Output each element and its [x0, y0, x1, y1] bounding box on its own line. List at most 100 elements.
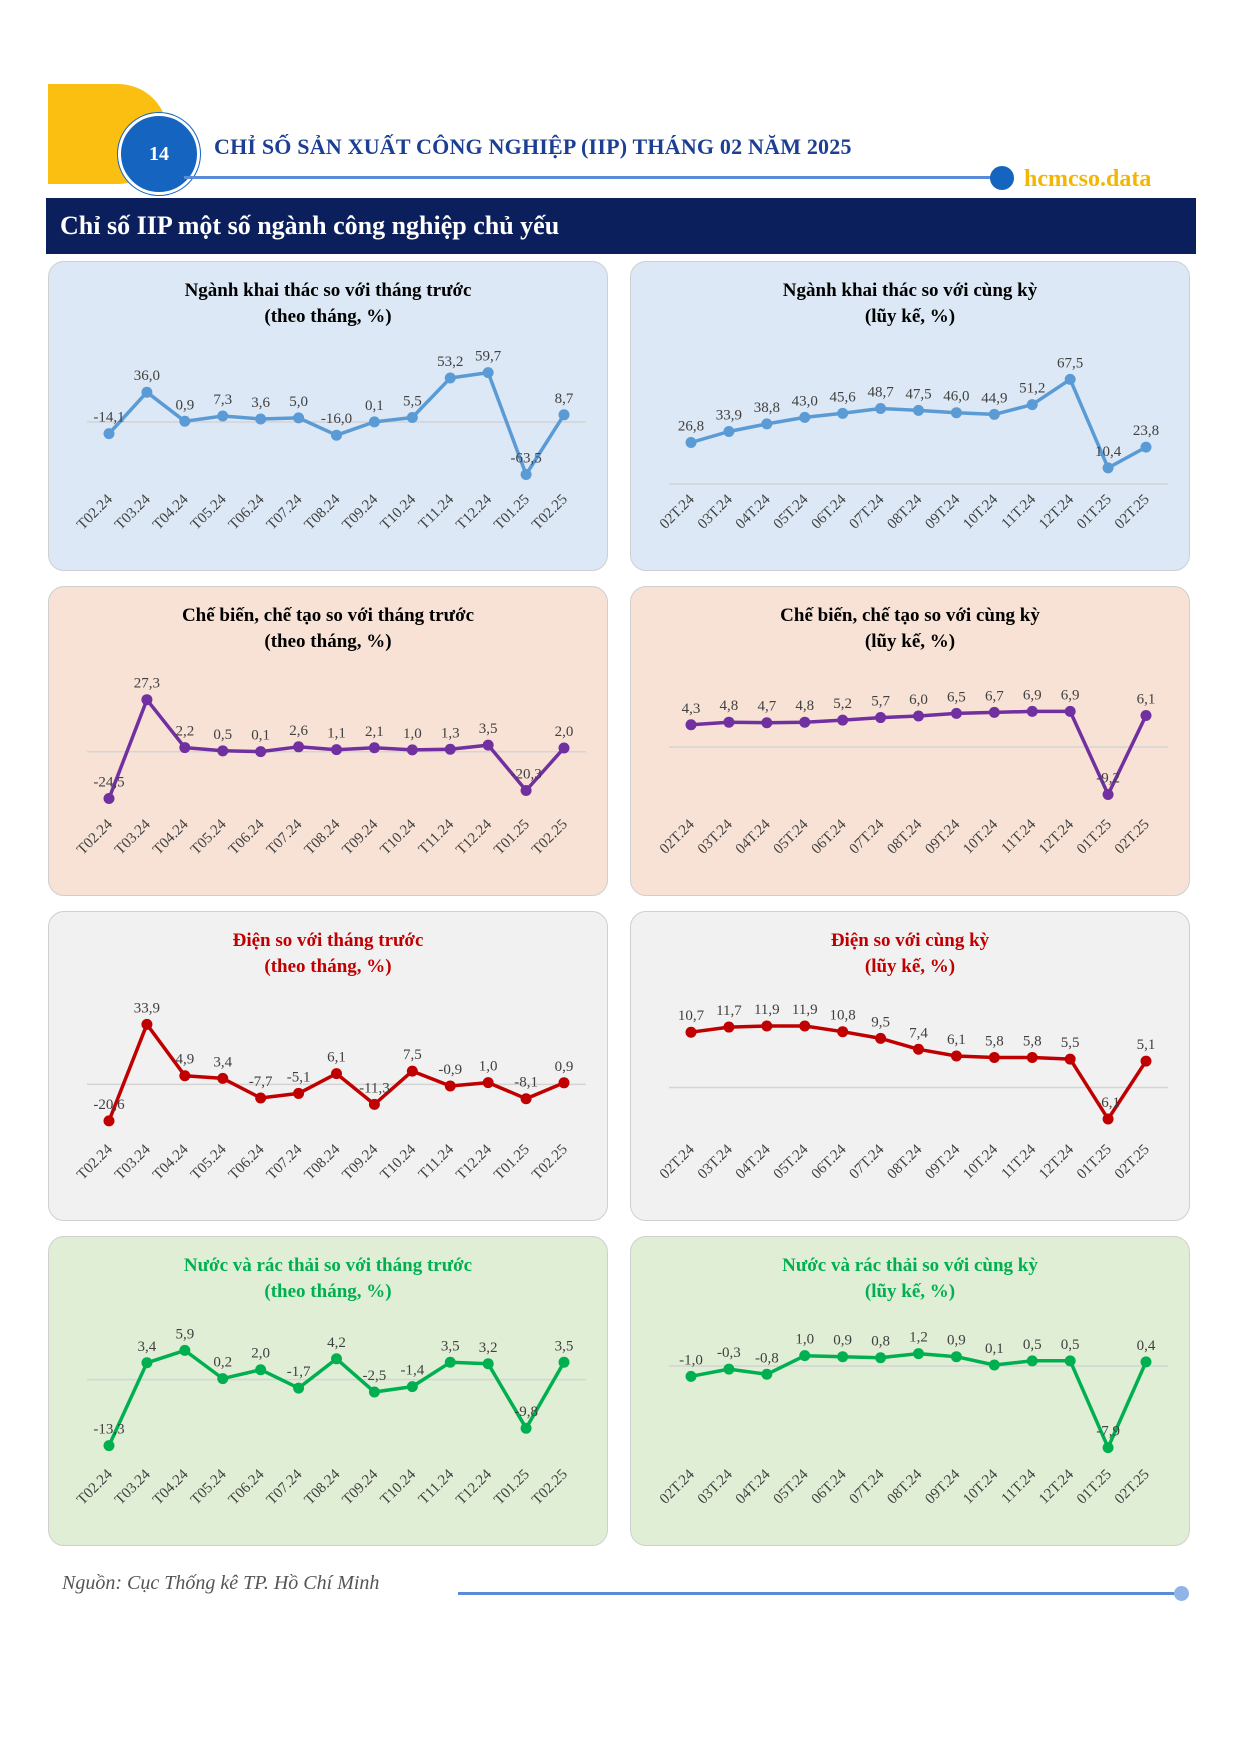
data-point [875, 712, 887, 724]
data-point [179, 1070, 191, 1082]
x-tick-label: 06T.24 [809, 816, 850, 857]
x-tick-label: 02T.25 [1112, 1467, 1153, 1508]
x-tick-label: T04.24 [150, 1466, 192, 1508]
data-point [988, 1052, 1000, 1064]
chart-title: Ngành khai thác so với cùng kỳ (lũy kế, … [631, 278, 1189, 330]
x-tick-label: 11T.24 [999, 1141, 1040, 1182]
data-point [368, 742, 380, 754]
x-tick-label: 07T.24 [847, 491, 888, 532]
data-point [406, 1381, 418, 1393]
data-label: 10,7 [678, 1008, 705, 1024]
x-tick-label: T11.24 [416, 1141, 458, 1183]
data-point [875, 1032, 887, 1044]
data-label: 0,8 [871, 1334, 890, 1350]
chart-panel-water-waste-mom: -13,3 T02.24 3,4 T03.24 5,9 T04.24 0,2 T05.24 2,… [48, 1236, 608, 1546]
data-label: 4,8 [720, 698, 739, 714]
chart-panel-manufacturing-mom: -24,5 T02.24 27,3 T03.24 2,2 T04.24 0,5 T05.24 0… [48, 586, 608, 896]
x-tick-label: T03.24 [112, 1466, 154, 1508]
data-label: 2,0 [251, 1346, 270, 1362]
data-label: 44,9 [981, 390, 1007, 406]
x-tick-label: 01T.25 [1074, 1142, 1115, 1183]
x-tick-label: 02T.24 [657, 816, 698, 857]
x-tick-label: T05.24 [188, 1141, 230, 1183]
data-label: 33,9 [716, 407, 742, 423]
data-point [913, 1348, 924, 1360]
x-tick-label: T12.24 [453, 491, 495, 533]
data-label: 33,9 [134, 1000, 160, 1016]
data-point [331, 1353, 342, 1365]
data-label: 6,0 [909, 692, 928, 708]
chart-title: Điện so với cùng kỳ (lũy kế, %) [631, 928, 1189, 980]
data-label: -9,2 [1096, 771, 1120, 787]
data-label: 8,7 [555, 391, 574, 407]
chart-title: Ngành khai thác so với tháng trước (theo… [49, 278, 607, 330]
data-label: 1,0 [403, 726, 422, 742]
data-point [950, 1351, 962, 1363]
data-point [444, 372, 456, 384]
data-label: 9,5 [871, 1014, 890, 1030]
x-tick-label: T02.25 [529, 492, 571, 534]
data-point [406, 1065, 418, 1077]
chart-title-line-1: Chế biến, chế tạo so với tháng trước [181, 605, 475, 626]
data-label: 2,0 [555, 724, 574, 740]
data-point [255, 1092, 267, 1104]
data-label: 0,2 [213, 1355, 232, 1371]
x-tick-label: T10.24 [377, 1466, 419, 1508]
data-point [1140, 1356, 1152, 1368]
data-point [331, 744, 342, 756]
x-tick-label: 02T.24 [657, 1141, 698, 1182]
data-label: 6,9 [1023, 687, 1042, 703]
data-point [255, 1364, 267, 1376]
chart-title-line-1: Điện so với cùng kỳ [830, 930, 990, 951]
data-point [141, 386, 153, 398]
data-point [799, 1020, 811, 1032]
x-tick-label: 03T.24 [695, 491, 736, 532]
x-tick-label: T06.24 [226, 1466, 268, 1508]
x-tick-label: 04T.24 [733, 1141, 774, 1182]
data-point [293, 741, 305, 753]
data-label: -20,6 [93, 1097, 125, 1113]
data-point [179, 415, 191, 427]
x-tick-label: T10.24 [377, 1141, 419, 1183]
data-label: 3,5 [441, 1338, 460, 1354]
data-label: 27,3 [134, 676, 160, 692]
x-tick-label: T12.24 [453, 816, 495, 858]
x-tick-label: T08.24 [302, 816, 344, 858]
title-underline [184, 176, 1000, 179]
data-point [520, 1422, 532, 1434]
x-tick-label: 02T.24 [657, 1466, 698, 1507]
data-label: 6,1 [327, 1050, 346, 1066]
data-point [368, 1098, 380, 1110]
line-chart: -13,3 T02.24 3,4 T03.24 5,9 T04.24 0,2 T05.24 2,… [74, 1326, 586, 1508]
data-label: -63,5 [510, 450, 541, 466]
data-label: 3,5 [555, 1338, 574, 1354]
data-point [1102, 462, 1114, 474]
x-tick-label: T06.24 [226, 491, 268, 533]
x-tick-label: T07.24 [264, 1141, 306, 1183]
data-label: 46,0 [943, 389, 969, 405]
data-point [179, 742, 191, 754]
data-point [331, 429, 342, 441]
x-tick-label: T11.24 [416, 816, 458, 858]
data-label: 0,5 [1061, 1337, 1080, 1353]
data-point [875, 403, 887, 415]
chart-title-line-2: (theo tháng, %) [264, 306, 392, 327]
data-point [293, 1382, 305, 1394]
data-point [141, 694, 153, 706]
data-point [950, 707, 962, 719]
data-point [799, 1350, 811, 1362]
x-tick-label: T08.24 [302, 1141, 344, 1183]
line-chart: -24,5 T02.24 27,3 T03.24 2,2 T04.24 0,5 T05.24 0… [74, 676, 586, 858]
data-point [761, 1368, 773, 1380]
data-label: -7,7 [249, 1074, 273, 1090]
data-label: 6,9 [1061, 687, 1080, 703]
data-point [837, 1351, 849, 1363]
data-point [217, 1373, 229, 1385]
x-tick-label: T02.25 [529, 1142, 571, 1184]
x-tick-label: 01T.25 [1074, 817, 1115, 858]
chart-title-line-1: Nước và rác thải so với cùng kỳ [782, 1255, 1038, 1276]
data-label: 36,0 [134, 368, 160, 384]
data-label: 2,1 [365, 724, 384, 740]
data-point [1026, 399, 1038, 411]
x-tick-label: 12T.24 [1036, 491, 1077, 532]
